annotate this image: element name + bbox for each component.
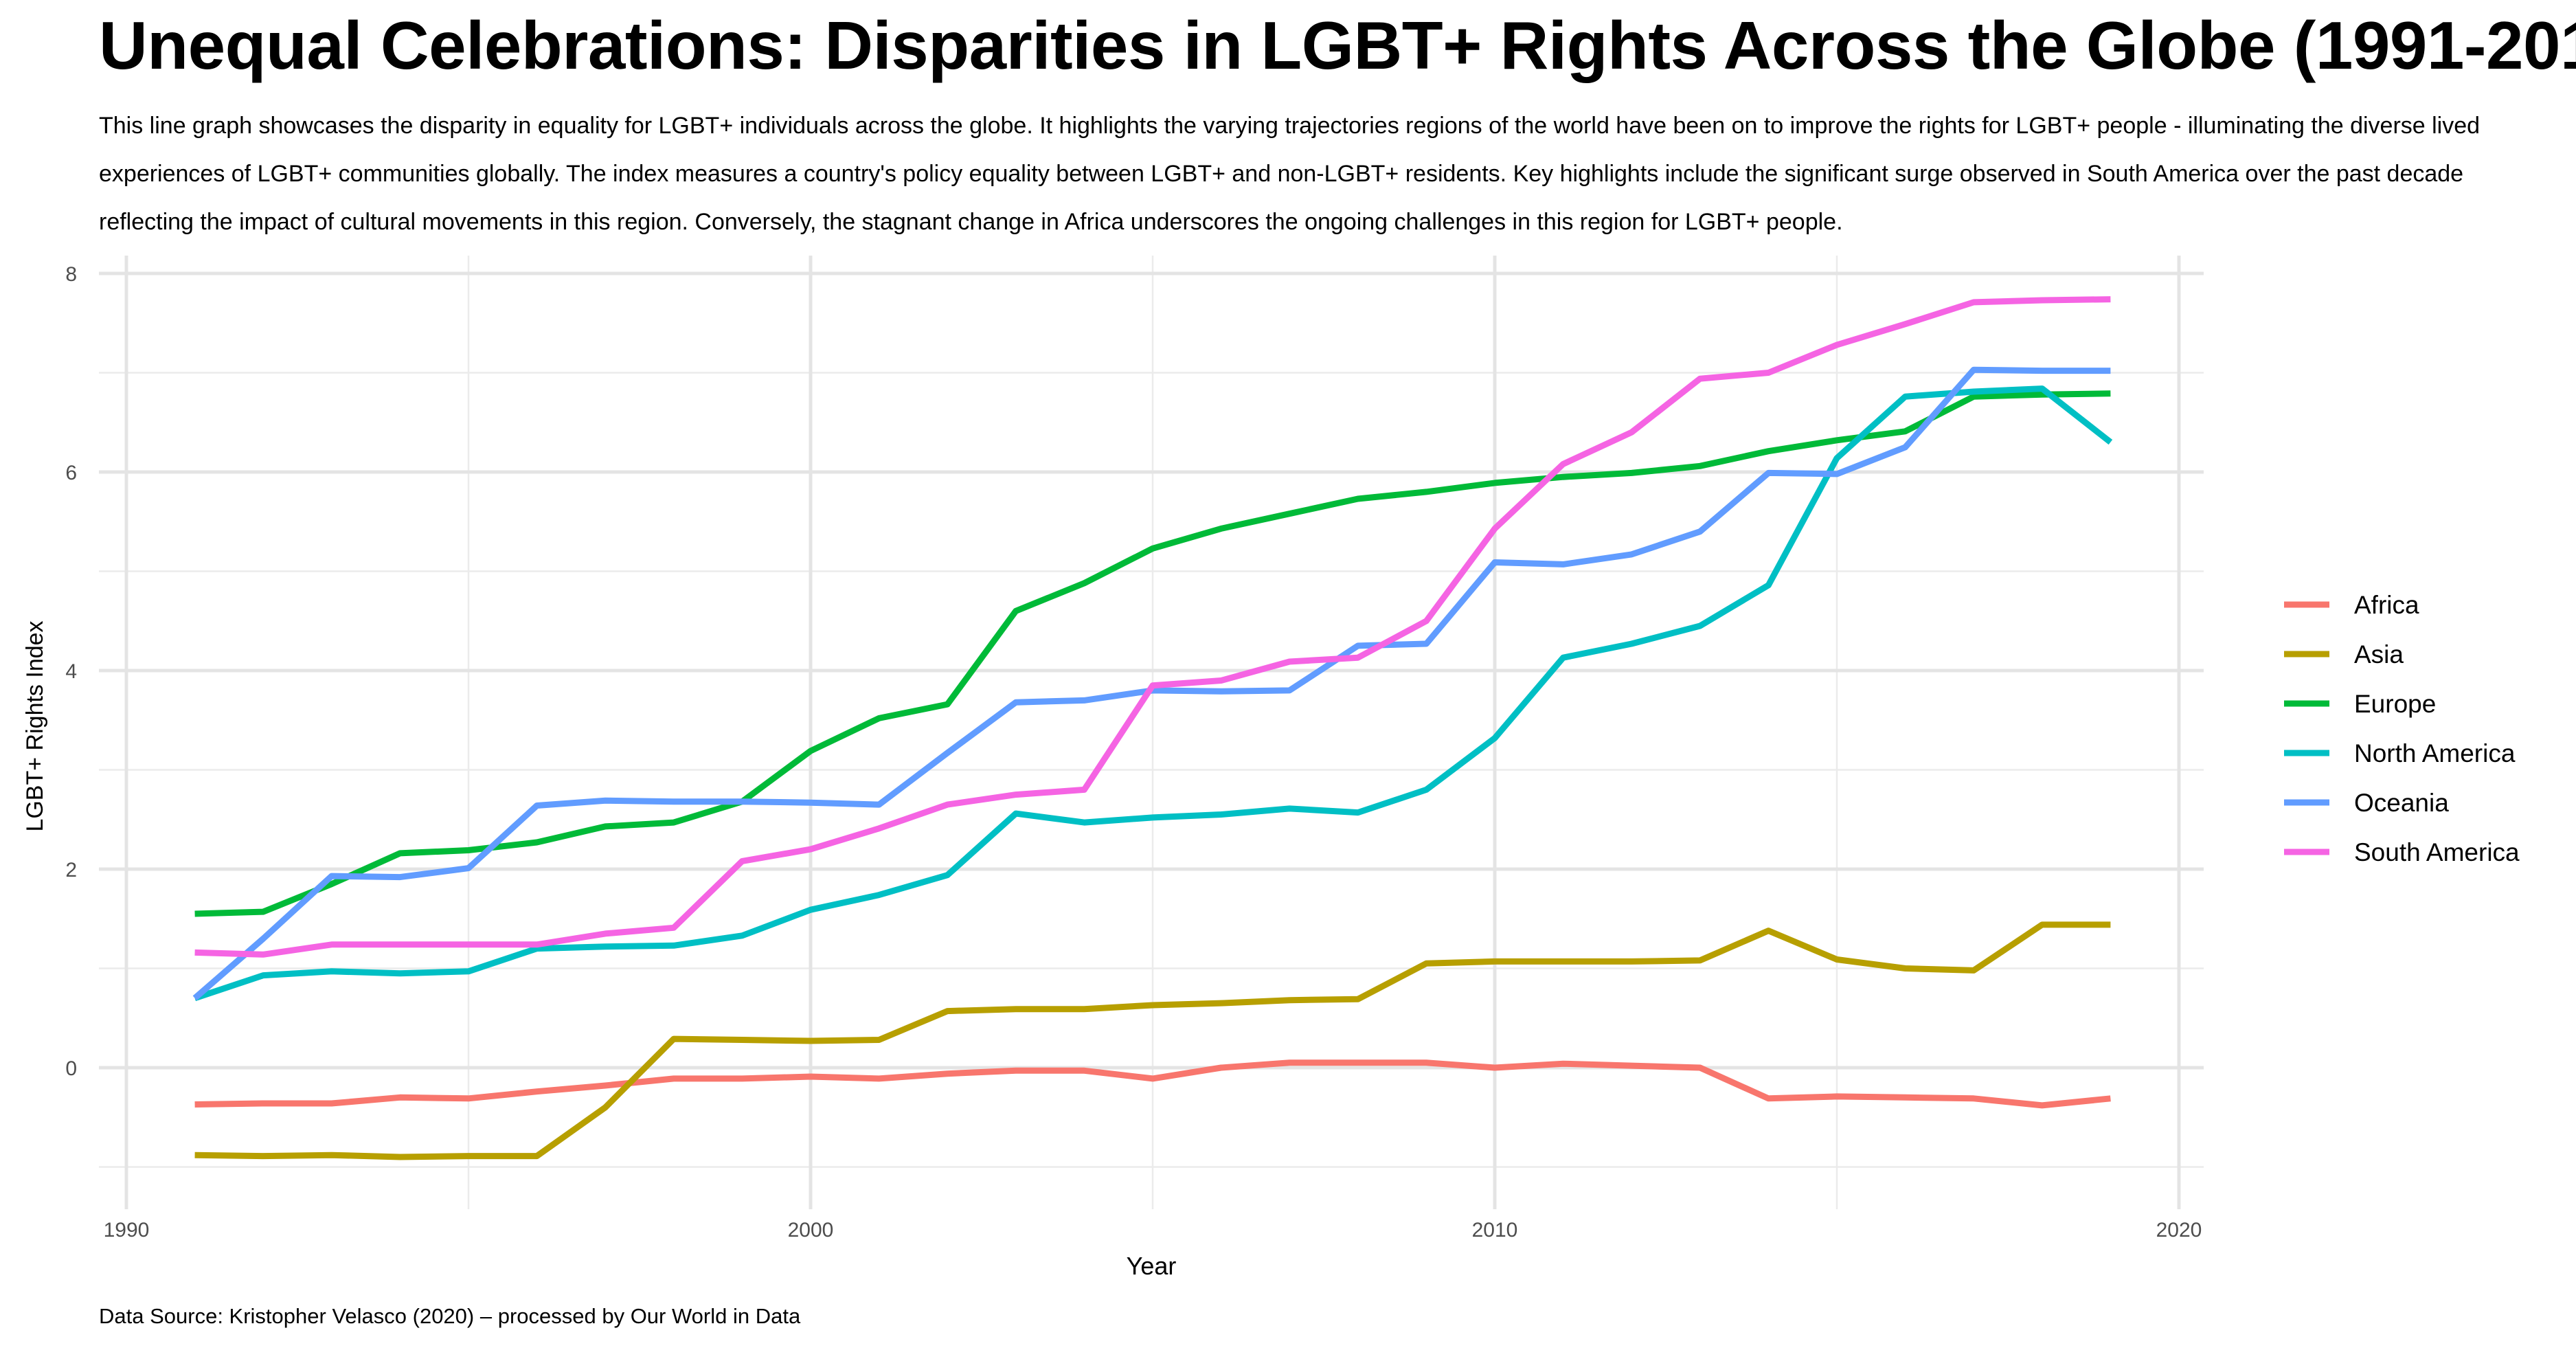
series-line-south-america	[194, 296, 2111, 958]
legend-label: Oceania	[2354, 789, 2449, 817]
series-line-africa	[194, 1059, 2111, 1109]
legend-label: North America	[2354, 739, 2516, 767]
y-tick-label: 0	[65, 1057, 77, 1080]
x-tick-label: 2010	[1472, 1219, 1518, 1242]
legend: Africa Asia Europe North America Oceania Sout…	[2284, 591, 2520, 866]
series-line-europe	[194, 390, 2111, 917]
y-tick-label: 6	[65, 462, 77, 484]
legend-label: South America	[2354, 838, 2520, 866]
chart-caption: Data Source: Kristopher Velasco (2020) –…	[99, 1304, 801, 1328]
y-axis-label: LGBT+ Rights Index	[22, 620, 48, 831]
x-axis-label: Year	[1127, 1252, 1177, 1280]
chart-title: Unequal Celebrations: Disparities in LGB…	[99, 8, 2576, 83]
x-tick-label: 2020	[2156, 1219, 2202, 1242]
y-tick-label: 8	[65, 263, 77, 286]
legend-label: Europe	[2354, 690, 2436, 718]
y-tick-label: 2	[65, 859, 77, 881]
x-tick-label: 1990	[104, 1219, 150, 1242]
x-tick-label: 2000	[788, 1219, 834, 1242]
legend-label: Africa	[2354, 591, 2419, 619]
y-axis-ticks: 0 2 4 6 8	[65, 263, 77, 1080]
legend-label: Asia	[2354, 640, 2404, 669]
major-gridlines	[99, 256, 2204, 1209]
x-axis-ticks: 1990 2000 2010 2020	[104, 1219, 2202, 1242]
minor-gridlines	[99, 256, 2204, 1209]
y-tick-label: 4	[65, 660, 77, 683]
series-line-north-america	[194, 385, 2113, 1002]
series-line-asia	[194, 921, 2111, 1160]
series-lines	[192, 296, 2113, 1160]
chart-subtitle: This line graph showcases the disparity …	[99, 113, 2481, 235]
